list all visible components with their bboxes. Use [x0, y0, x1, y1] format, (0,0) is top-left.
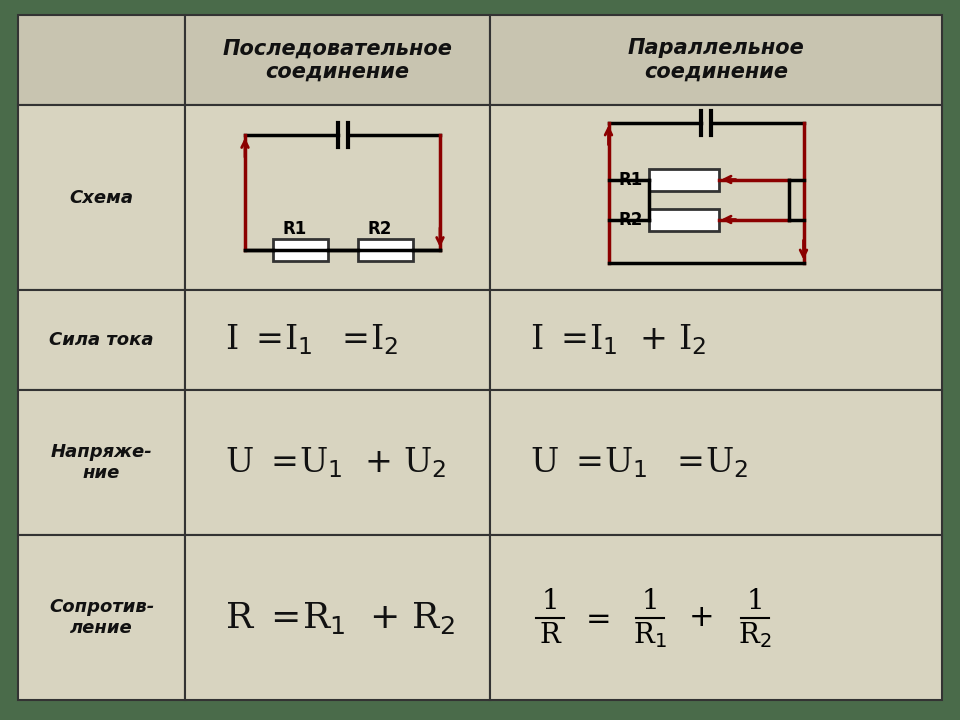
Text: R$_1$: R$_1$ — [633, 621, 667, 650]
Bar — [18, 15, 185, 105]
Text: U $=\!$U$_1$  $=\!$U$_2$: U $=\!$U$_1$ $=\!$U$_2$ — [530, 445, 749, 480]
Text: R2: R2 — [368, 220, 393, 238]
Text: Напряже-
ние: Напряже- ние — [51, 443, 153, 482]
Bar — [357, 239, 413, 261]
Bar — [649, 209, 718, 230]
Text: R $=\!$R$_1$  $+$ R$_2$: R $=\!$R$_1$ $+$ R$_2$ — [225, 600, 455, 636]
Text: R1: R1 — [618, 171, 642, 189]
Text: U $=\!$U$_1$  $+$ U$_2$: U $=\!$U$_1$ $+$ U$_2$ — [225, 445, 446, 480]
Bar — [490, 105, 942, 290]
Bar — [185, 290, 490, 390]
Bar — [273, 239, 327, 261]
Text: Параллельное
соединение: Параллельное соединение — [628, 38, 804, 81]
Bar — [18, 105, 185, 290]
Bar — [490, 290, 942, 390]
Text: R$_2$: R$_2$ — [738, 621, 772, 650]
Text: Последовательное
соединение: Последовательное соединение — [223, 38, 452, 81]
Text: I $=\!$I$_1$  $+$ I$_2$: I $=\!$I$_1$ $+$ I$_2$ — [530, 323, 707, 357]
Bar — [18, 390, 185, 535]
Bar — [490, 15, 942, 105]
Text: I $=\!$I$_1$  $=\!$I$_2$: I $=\!$I$_1$ $=\!$I$_2$ — [225, 323, 398, 357]
Bar — [490, 535, 942, 700]
Text: R1: R1 — [283, 220, 307, 238]
Text: 1: 1 — [641, 588, 659, 615]
Text: $+$: $+$ — [687, 602, 712, 633]
Text: $=\!$: $=\!$ — [580, 602, 611, 633]
Text: Сила тока: Сила тока — [49, 331, 154, 349]
Text: R2: R2 — [618, 210, 642, 228]
Text: R: R — [540, 622, 561, 649]
Bar — [185, 15, 490, 105]
Text: Схема: Схема — [69, 189, 133, 207]
Text: Сопротив-
ление: Сопротив- ление — [49, 598, 155, 637]
Bar — [649, 168, 718, 191]
Bar — [490, 390, 942, 535]
Bar — [18, 535, 185, 700]
Text: 1: 1 — [541, 588, 559, 615]
Text: 1: 1 — [746, 588, 764, 615]
Bar — [18, 290, 185, 390]
Bar — [185, 390, 490, 535]
Bar — [185, 105, 490, 290]
Bar — [185, 535, 490, 700]
